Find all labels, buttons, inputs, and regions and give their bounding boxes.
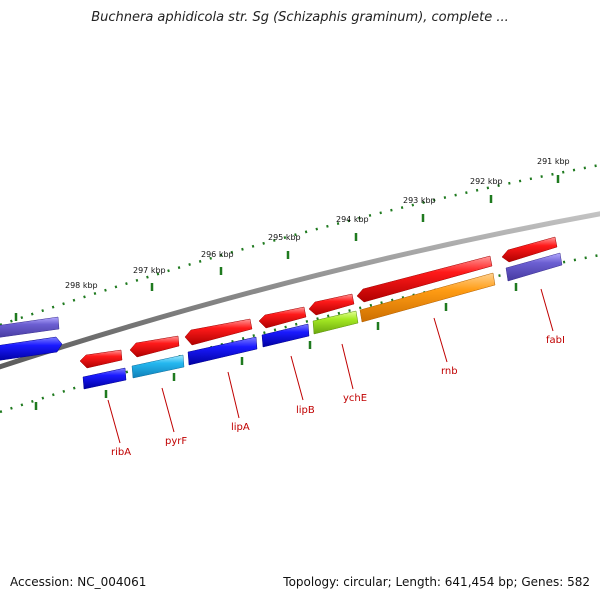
gene-feature-violet[interactable]: [0, 316, 60, 338]
scale-label: 293 kbp: [403, 196, 436, 205]
gene-label-rnb[interactable]: rnb: [441, 366, 458, 377]
gene-feature-red[interactable]: [356, 255, 493, 303]
scale-label: 294 kbp: [336, 215, 369, 224]
gene-feature-red[interactable]: [308, 293, 355, 316]
scale-ruler-outer: [0, 163, 600, 327]
scale-label: 296 kbp: [201, 250, 234, 259]
gene-feature-lime[interactable]: [312, 310, 359, 335]
gene-feature-orange[interactable]: [359, 272, 496, 323]
gene-feature-blue[interactable]: [82, 367, 127, 390]
leader-line: [107, 399, 121, 444]
scale-label: 295 kbp: [268, 233, 301, 242]
leader-line: [290, 355, 304, 401]
gene-feature-blue[interactable]: [0, 336, 63, 361]
scale-label: 298 kbp: [65, 281, 98, 290]
genome-backbone: [0, 211, 600, 370]
gene-feature-red[interactable]: [258, 306, 307, 329]
leader-line: [433, 317, 448, 363]
leader-line: [341, 343, 354, 390]
leader-line: [540, 288, 554, 332]
gene-feature-blue[interactable]: [187, 336, 258, 366]
ruler-major-ticks: [14, 175, 560, 410]
gene-label-pyrF[interactable]: pyrF: [165, 436, 187, 447]
reverse-strand-features: [0, 252, 563, 390]
accession-text: Accession: NC_004061: [10, 575, 147, 589]
gene-label-ribA[interactable]: ribA: [111, 447, 131, 458]
scale-label: 291 kbp: [537, 157, 570, 166]
gene-feature-red[interactable]: [184, 318, 253, 346]
gene-feature-red[interactable]: [501, 236, 558, 263]
scale-labels: 298 kbp 297 kbp 296 kbp 295 kbp 294 kbp …: [65, 157, 570, 290]
gene-feature-red[interactable]: [79, 349, 123, 369]
scale-label: 292 kbp: [470, 177, 503, 186]
topology-summary-text: Topology: circular; Length: 641,454 bp; …: [283, 575, 590, 589]
forward-strand-features: [0, 236, 558, 369]
scale-label: 297 kbp: [133, 266, 166, 275]
gene-label-ychE[interactable]: ychE: [343, 393, 367, 404]
gene-label-lipA[interactable]: lipA: [231, 422, 250, 433]
leader-line: [161, 387, 175, 433]
gene-label-fabI[interactable]: fabI: [546, 335, 565, 346]
map-title: Buchnera aphidicola str. Sg (Schizaphis …: [91, 10, 509, 25]
gene-label-lipB[interactable]: lipB: [296, 405, 315, 416]
gene-labels: ribA pyrF lipA lipB ychE rnb fabI: [111, 335, 565, 458]
gene-feature-blue[interactable]: [261, 323, 310, 348]
leader-line: [227, 371, 240, 419]
gene-feature-cyan[interactable]: [131, 354, 185, 379]
gene-label-leaders: [107, 288, 554, 444]
gene-feature-violet[interactable]: [505, 252, 563, 282]
gene-feature-red[interactable]: [129, 335, 180, 358]
